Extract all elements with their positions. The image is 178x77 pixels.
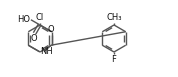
Text: HO: HO <box>17 15 30 24</box>
Text: F: F <box>112 55 116 64</box>
Text: Cl: Cl <box>36 13 44 22</box>
Text: NH: NH <box>40 47 53 56</box>
Text: O: O <box>48 25 54 34</box>
Text: O: O <box>30 34 37 43</box>
Text: CH₃: CH₃ <box>106 13 122 22</box>
